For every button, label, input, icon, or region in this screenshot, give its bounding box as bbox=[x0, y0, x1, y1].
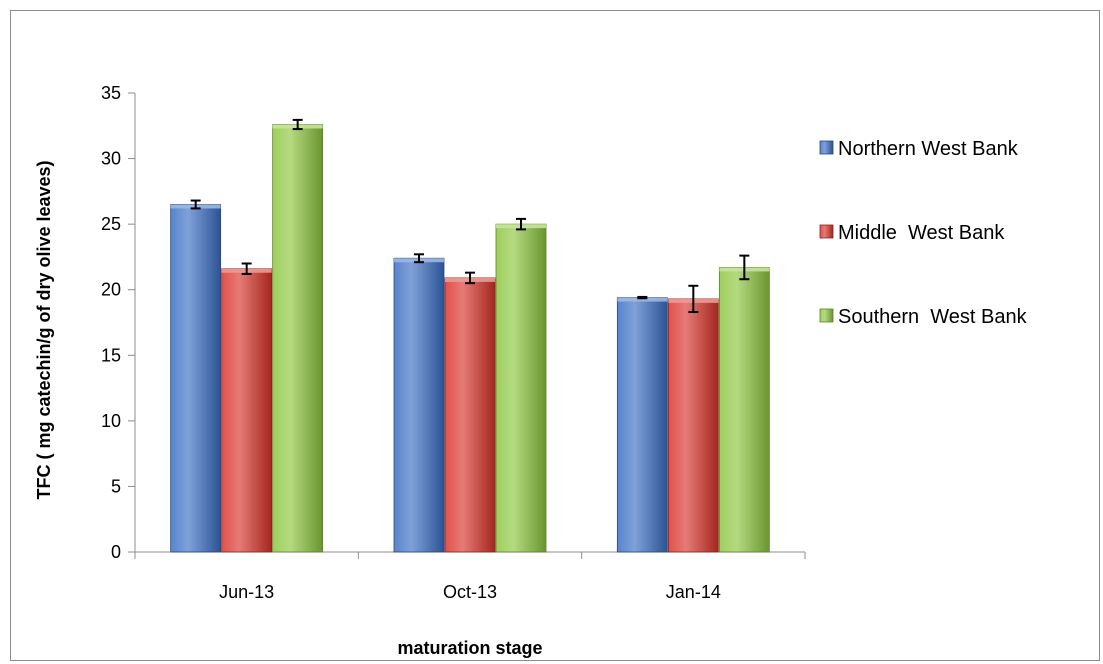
legend-label: Southern West Bank bbox=[838, 306, 1028, 328]
y-tick-label: 30 bbox=[101, 149, 121, 169]
bar bbox=[495, 223, 547, 553]
x-axis-title: maturation stage bbox=[397, 638, 542, 658]
bar bbox=[667, 298, 719, 553]
bar bbox=[718, 267, 770, 553]
y-tick-label: 5 bbox=[111, 476, 121, 496]
y-tick-label: 25 bbox=[101, 214, 121, 234]
legend-swatch bbox=[819, 224, 834, 239]
plot-area: 0 5 10 15 20 25 30 35 Jun-13 Oct-13 Jan-14 bbox=[101, 83, 806, 602]
y-axis-title: TFC ( mg catechin/g of dry olive leaves) bbox=[34, 160, 54, 499]
y-tick-label: 15 bbox=[101, 345, 121, 365]
bar bbox=[616, 297, 668, 553]
bar bbox=[393, 257, 445, 553]
legend-label: Middle West Bank bbox=[838, 222, 1005, 244]
bar bbox=[170, 204, 222, 553]
legend-swatch bbox=[819, 140, 834, 155]
y-tick-label: 20 bbox=[101, 280, 121, 300]
bar bbox=[272, 124, 324, 553]
y-tick-label: 35 bbox=[101, 83, 121, 103]
legend-swatch bbox=[819, 308, 834, 323]
bar-top bbox=[617, 297, 668, 302]
x-tick-label: Jun-13 bbox=[219, 582, 274, 602]
bar bbox=[444, 277, 496, 553]
x-tick-label: Oct-13 bbox=[443, 582, 497, 602]
x-tick-label: Jan-14 bbox=[666, 582, 721, 602]
bar bbox=[221, 268, 273, 553]
y-tick-label: 10 bbox=[101, 411, 121, 431]
y-tick-label: 0 bbox=[111, 542, 121, 562]
legend-label: Northern West Bank bbox=[838, 138, 1019, 160]
legend: Northern West Bank Middle West Bank Southe… bbox=[819, 138, 1028, 328]
